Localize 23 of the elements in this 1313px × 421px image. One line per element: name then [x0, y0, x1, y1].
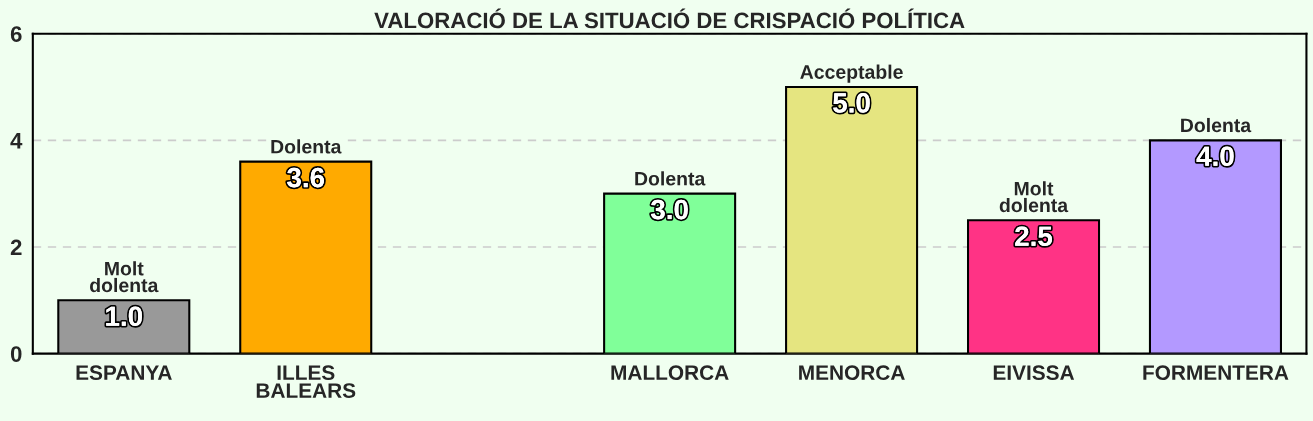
- annotation: Dolenta: [1181, 117, 1252, 133]
- x-tick-label: ESPANYA: [76, 365, 172, 381]
- annotation: Molt dolenta: [999, 181, 1069, 213]
- data-label: 5.0: [833, 93, 870, 113]
- annotation: Dolenta: [635, 171, 706, 186]
- data-label: 4.0: [1196, 146, 1234, 167]
- data-label: 3.6: [287, 167, 325, 188]
- y-tick-label: 0: [10, 346, 22, 362]
- x-tick-label: FORMENTERA: [1143, 365, 1289, 381]
- annotation: Acceptable: [800, 64, 903, 83]
- y-tick-label: 6: [10, 26, 22, 42]
- annotation: Molt dolenta: [90, 261, 159, 293]
- y-tick-label: 4: [10, 133, 23, 149]
- x-tick-label: ILLES BALEARS: [256, 365, 356, 398]
- x-tick-label: MENORCA: [799, 365, 905, 381]
- data-label: 2.5: [1015, 226, 1053, 247]
- annotation: Dolenta: [271, 139, 342, 154]
- x-tick-label: EIVISSA: [993, 365, 1075, 381]
- data-label: 1.0: [106, 306, 142, 327]
- chart-title: VALORACIÓ DE LA SITUACIÓ DE CRISPACIÓ POLÍTICA: [374, 8, 965, 29]
- data-label: 3.0: [650, 199, 688, 220]
- y-tick-label: 2: [10, 239, 22, 256]
- x-tick-label: MALLORCA: [611, 365, 729, 381]
